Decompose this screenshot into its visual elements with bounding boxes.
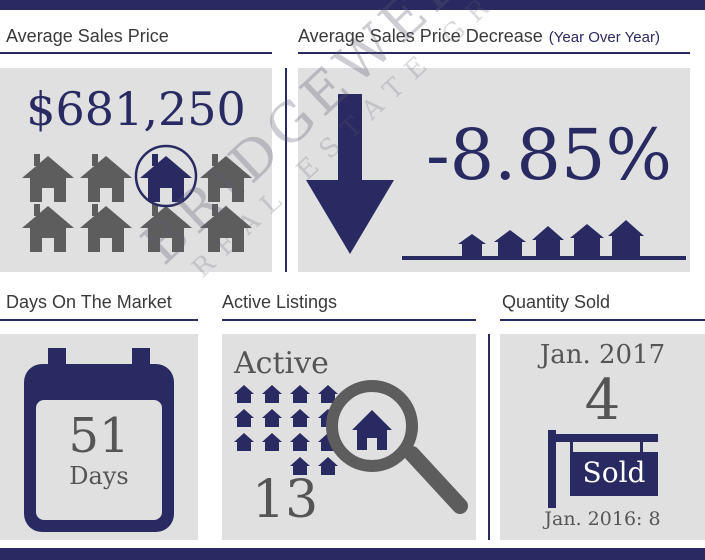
house-icon [200,204,252,252]
house-icon-highlighted [140,154,192,202]
sold-sign-icon [548,430,658,508]
magnifier-house-icon [326,380,468,514]
rising-houses-icon [402,220,686,260]
calendar-icon [24,348,174,532]
avg-price-panel: $681,250 [0,68,272,272]
bottom-border [0,548,705,560]
avg-price-header: Average Sales Price [6,26,169,46]
house-icon [22,154,74,202]
house-icon [200,154,252,202]
house-icon [140,204,192,252]
avg-decrease-title: Average Sales Price Decrease [298,26,543,46]
sold-value: 4 [584,368,621,433]
avg-decrease-rule [298,52,690,54]
active-value: 13 [252,470,319,530]
days-panel: 51 Days [0,334,198,540]
house-icon-grid [22,144,252,252]
top-border [0,0,705,10]
decrease-value: -8.85% [425,114,673,196]
avg-decrease-header: Average Sales Price Decrease (Year Over Y… [298,26,660,47]
days-rule [0,319,198,321]
highlight-circle [134,144,198,208]
avg-price-value: $681,250 [26,82,246,136]
avg-decrease-panel: -8.85% [298,68,690,272]
sold-current-period: Jan. 2017 [539,340,666,370]
avg-decrease-subtitle: (Year Over Year) [548,29,660,46]
active-label: Active [234,346,329,381]
divider-bottom [488,334,490,540]
house-icon [80,154,132,202]
days-header: Days On The Market [6,292,172,312]
days-unit: Days [69,462,129,490]
active-header: Active Listings [222,292,338,312]
divider-top [285,68,287,272]
house-icon [22,204,74,252]
sold-rule [500,319,705,321]
sold-header: Quantity Sold [502,292,611,312]
sold-panel: Jan. 2017 4 Sold Jan. 2016: 8 [500,334,705,540]
sold-sign-label: Sold [582,456,646,489]
sold-previous: Jan. 2016: 8 [544,508,661,530]
avg-price-rule [0,52,272,54]
days-value: 51 [68,408,130,464]
active-rule [222,319,476,321]
down-arrow-icon [306,94,394,254]
active-panel: Active 13 [222,334,476,540]
house-icon [80,204,132,252]
